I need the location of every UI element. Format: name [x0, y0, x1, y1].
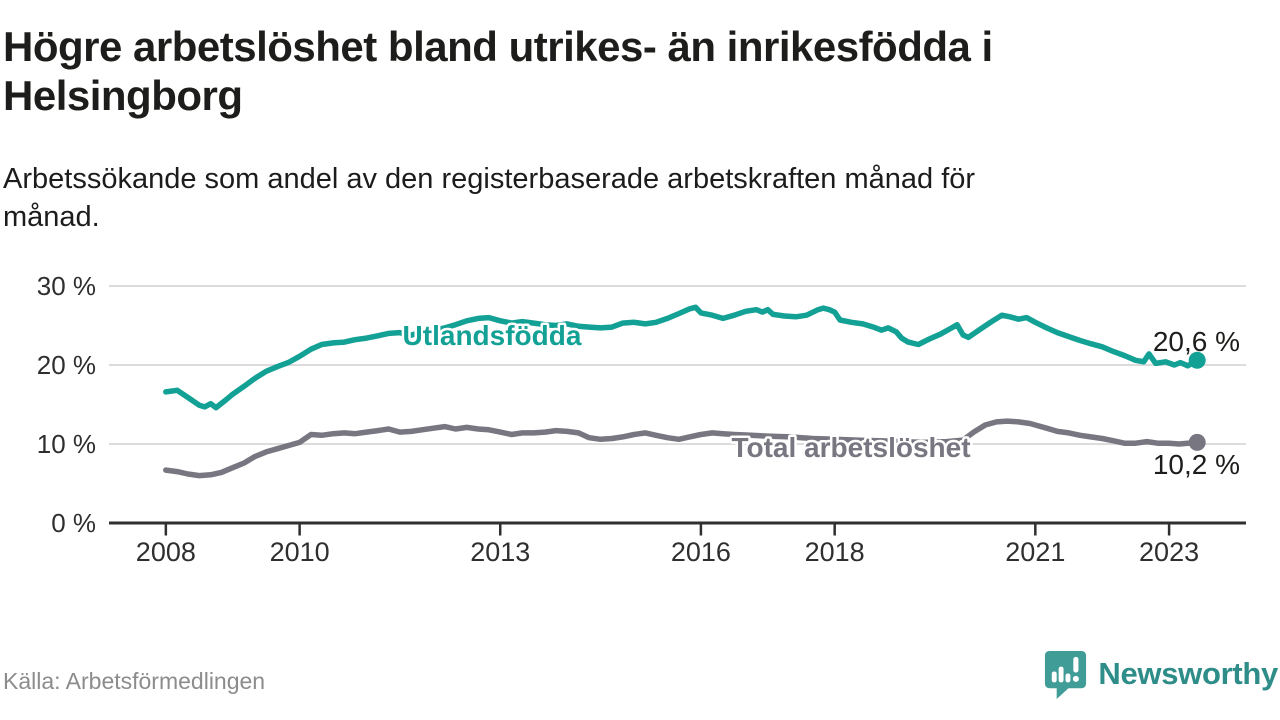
x-tick-label-2016: 2016	[671, 537, 731, 567]
logo-exclamation-bar	[1073, 656, 1079, 673]
x-tick-label-2023: 2023	[1139, 537, 1199, 567]
logo-bar-2	[1059, 666, 1064, 683]
x-tick-label-2021: 2021	[1005, 537, 1065, 567]
x-tick-label-2018: 2018	[805, 537, 865, 567]
x-tick-label-2010: 2010	[270, 537, 330, 567]
y-tick-label-0: 0 %	[51, 508, 96, 538]
logo-bar-3	[1065, 673, 1071, 683]
page-title: Högre arbetslöshet bland utrikes- än inr…	[3, 23, 993, 120]
logo-exclamation-dot	[1073, 675, 1080, 682]
series-end-value-1: 10,2 %	[1153, 449, 1240, 480]
source-note: Källa: Arbetsförmedlingen	[3, 668, 266, 694]
x-tick-label-2008: 2008	[136, 537, 196, 567]
series-end-dot-1	[1188, 433, 1206, 451]
series-label-0: Utlandsfödda	[403, 320, 582, 351]
chart-subtitle: Arbetssökande som andel av den registerb…	[3, 163, 976, 234]
newsworthy-logo: Newsworthy	[1042, 648, 1278, 700]
series-line-1	[163, 418, 1200, 479]
newsworthy-logo-icon	[1045, 650, 1087, 699]
y-tick-label-20: 20 %	[37, 350, 96, 380]
y-tick-label-10: 10 %	[37, 429, 96, 459]
series-end-value-0: 20,6 %	[1153, 326, 1240, 357]
logo-bar-1	[1052, 671, 1058, 683]
series-label-1: Total arbetslöshet	[731, 432, 970, 463]
x-tick-label-2013: 2013	[470, 537, 530, 567]
series-end-dot-0	[1188, 351, 1206, 369]
series-line-0	[163, 304, 1200, 411]
y-tick-label-30: 30 %	[37, 271, 96, 301]
newsworthy-wordmark: Newsworthy	[1098, 656, 1278, 691]
